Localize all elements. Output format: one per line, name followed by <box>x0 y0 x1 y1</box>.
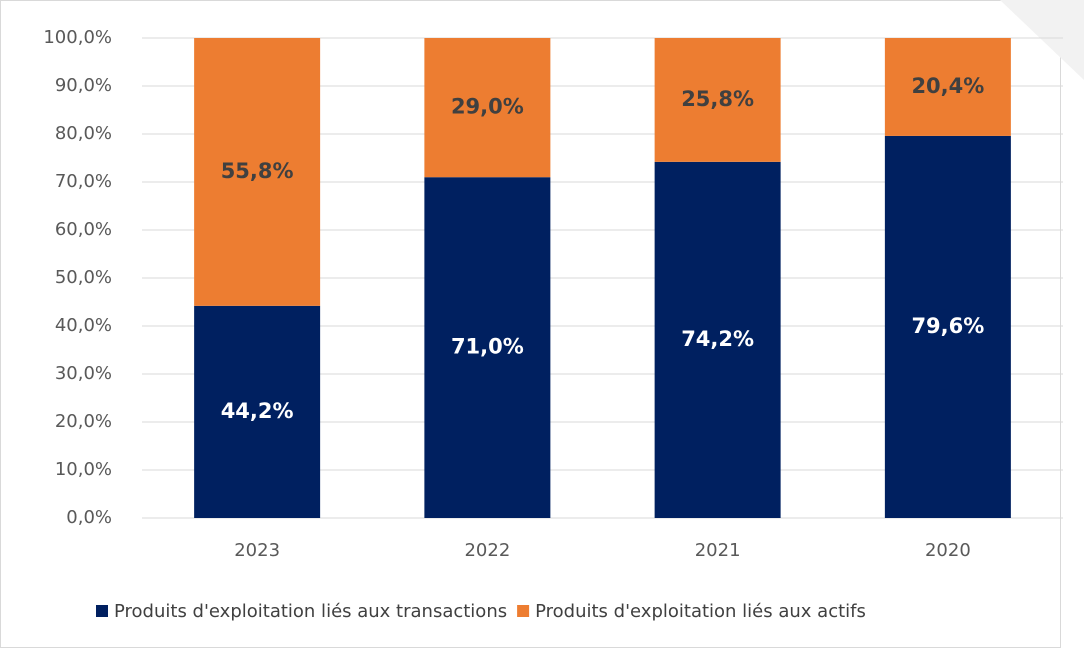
bar-segment <box>654 161 781 518</box>
x-tick-label: 2020 <box>925 540 971 561</box>
bar-segment <box>424 177 551 518</box>
data-label: 29,0% <box>451 95 524 119</box>
bar-segment <box>194 38 321 306</box>
data-label: 44,2% <box>221 399 294 423</box>
data-label: 20,4% <box>911 74 984 98</box>
decoration <box>1000 0 1084 80</box>
y-tick-label: 20,0% <box>55 411 112 432</box>
data-label: 71,0% <box>451 335 524 359</box>
y-tick-label: 60,0% <box>55 219 112 240</box>
y-tick-label: 80,0% <box>55 123 112 144</box>
data-label: 55,8% <box>221 159 294 183</box>
bar-segment <box>194 305 321 518</box>
x-tick-label: 2021 <box>695 540 741 561</box>
y-tick-label: 30,0% <box>55 363 112 384</box>
data-label: 25,8% <box>681 87 754 111</box>
y-tick-label: 50,0% <box>55 267 112 288</box>
bar-segment <box>424 38 551 178</box>
bar-segment <box>884 38 1011 136</box>
y-tick-label: 90,0% <box>55 75 112 96</box>
bar-segment <box>884 135 1011 519</box>
bar-segment <box>654 38 781 162</box>
data-label: 74,2% <box>681 327 754 351</box>
data-label: 79,6% <box>911 314 984 338</box>
legend-label: Produits d'exploitation liés aux transac… <box>114 601 507 622</box>
x-tick-label: 2023 <box>234 540 280 561</box>
legend-label: Produits d'exploitation liés aux actifs <box>535 601 866 622</box>
legend-swatch <box>96 605 108 617</box>
y-tick-label: 10,0% <box>55 459 112 480</box>
y-tick-label: 0,0% <box>66 507 112 528</box>
y-tick-label: 70,0% <box>55 171 112 192</box>
y-tick-label: 40,0% <box>55 315 112 336</box>
x-tick-label: 2022 <box>464 540 510 561</box>
y-tick-label: 100,0% <box>43 27 112 48</box>
legend-swatch <box>517 605 530 617</box>
